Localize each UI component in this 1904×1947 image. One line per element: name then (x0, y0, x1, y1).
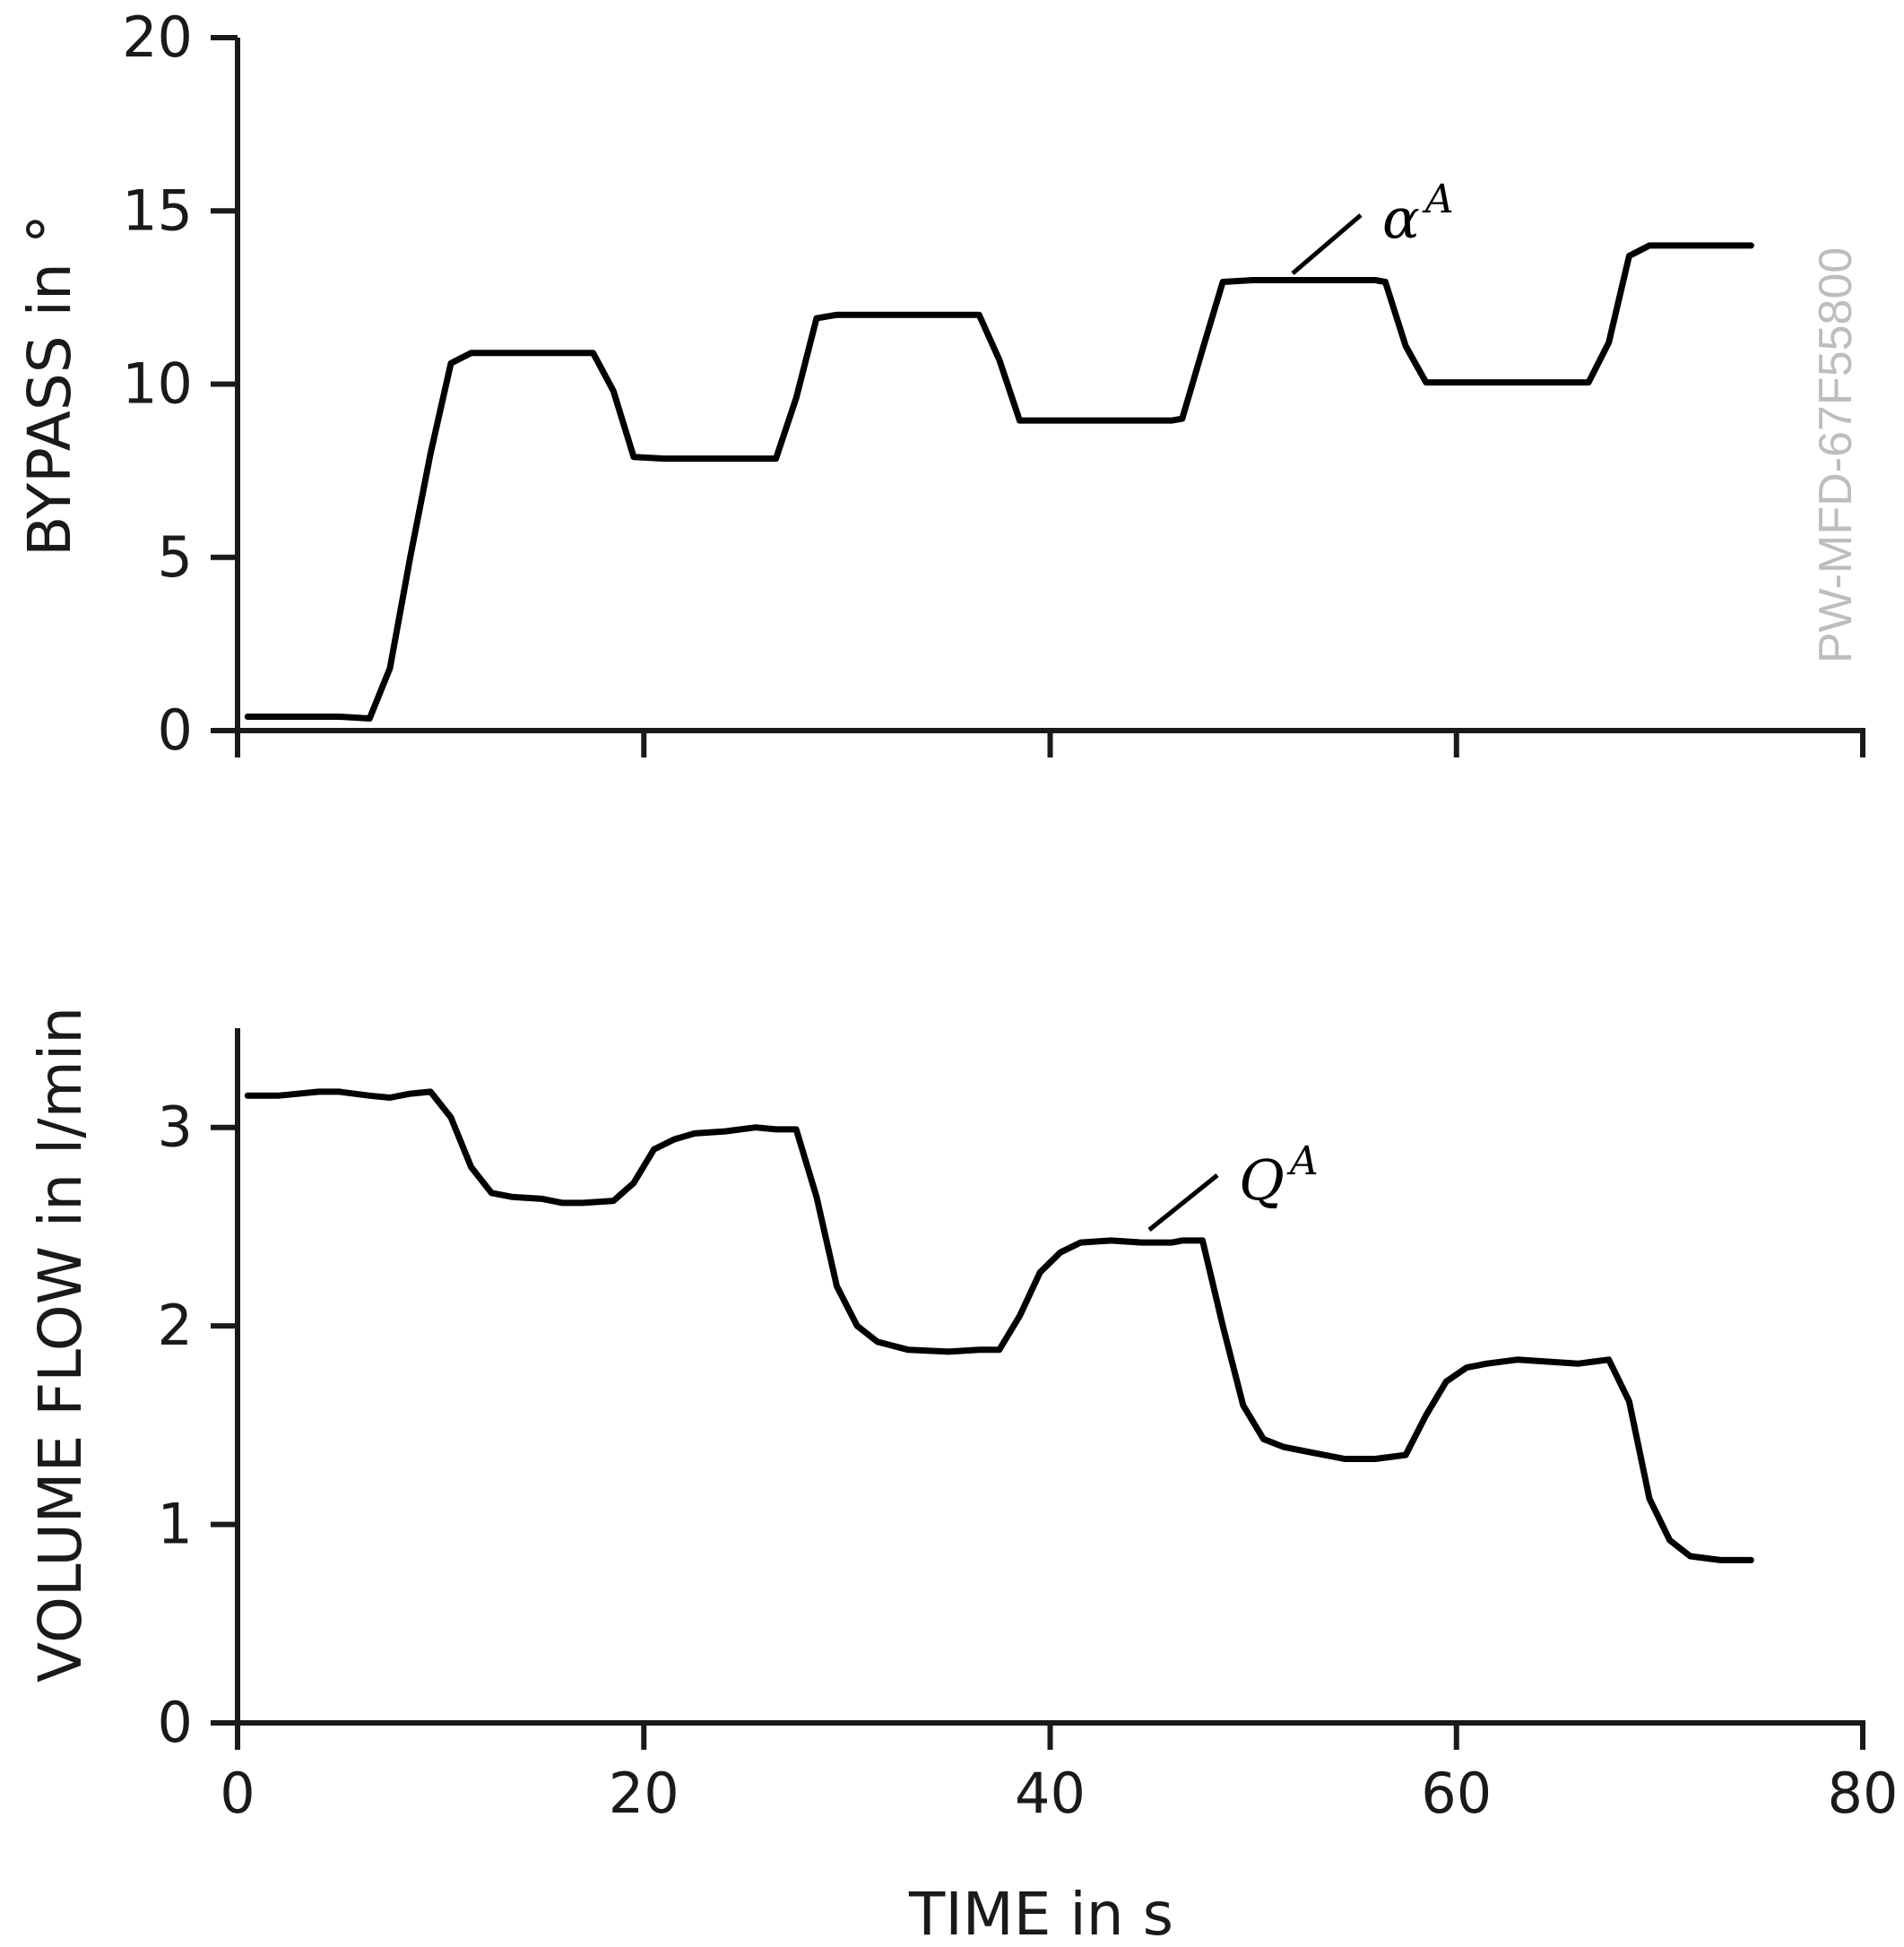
watermark: PW-MFD-67F55800 (1810, 247, 1862, 663)
y-tick-label: 1 (158, 1492, 193, 1557)
series-label-leader (1147, 1173, 1219, 1232)
y-tick-label: 3 (158, 1095, 193, 1160)
series-label-superscript: A (1286, 1138, 1319, 1184)
series-label-superscript: A (1422, 177, 1454, 222)
volume-flow-panel: 0 1 2 3 0 20 40 60 80 VOLUME FLOW in l/min TIME in… (26, 1007, 1898, 1947)
y-tick-label: 2 (158, 1293, 193, 1358)
y-tick-label: 0 (158, 697, 193, 763)
y-tick-label: 10 (122, 351, 193, 417)
series-line-Q-A (244, 1088, 1754, 1563)
y-tick-label: 5 (158, 524, 193, 590)
x-axis-label: TIME in s (908, 1880, 1173, 1947)
series-line-alpha-A (244, 242, 1754, 722)
x-tick-label: 60 (1421, 1761, 1492, 1826)
x-tick-label: 40 (1015, 1761, 1086, 1826)
x-tick-label: 0 (220, 1761, 255, 1826)
y-axis-label: VOLUME FLOW in l/min (26, 1007, 95, 1683)
y-axis-label: BYPASS in ° (15, 214, 84, 557)
series-label-leader (1291, 213, 1363, 275)
y-tick-label: 20 (122, 4, 193, 70)
x-tick-label: 80 (1828, 1761, 1899, 1826)
y-tick-label: 15 (122, 177, 193, 243)
bypass-panel: 0 5 10 15 20 BYPASS in ° α A (15, 4, 1865, 763)
x-tick-label: 20 (609, 1761, 679, 1826)
y-tick-label: 0 (158, 1690, 193, 1755)
